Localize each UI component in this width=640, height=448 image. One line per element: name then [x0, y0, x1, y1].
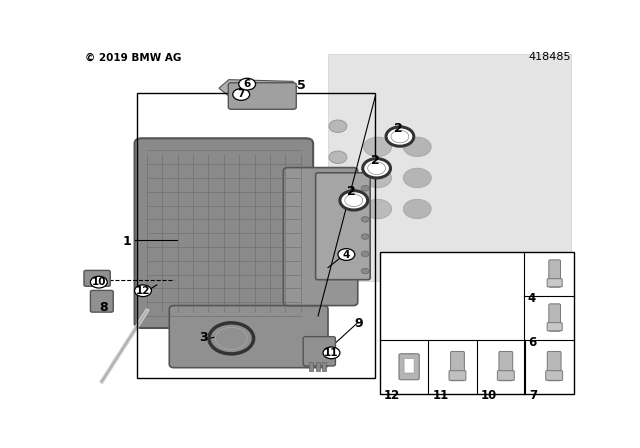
- Bar: [316, 362, 319, 371]
- Text: 12: 12: [384, 389, 400, 402]
- FancyBboxPatch shape: [546, 370, 563, 380]
- Circle shape: [364, 137, 392, 156]
- Text: 4: 4: [528, 292, 536, 305]
- Text: 6: 6: [244, 79, 251, 89]
- FancyBboxPatch shape: [303, 336, 335, 366]
- Polygon shape: [328, 54, 571, 281]
- FancyBboxPatch shape: [549, 304, 561, 331]
- FancyBboxPatch shape: [399, 354, 419, 380]
- Circle shape: [329, 213, 347, 225]
- Text: 1: 1: [123, 235, 131, 248]
- FancyBboxPatch shape: [90, 290, 113, 312]
- Circle shape: [361, 216, 369, 222]
- Circle shape: [403, 199, 431, 219]
- Text: 2: 2: [394, 122, 403, 135]
- Polygon shape: [219, 80, 293, 104]
- FancyBboxPatch shape: [284, 168, 358, 306]
- Text: 418485: 418485: [529, 52, 571, 62]
- Circle shape: [340, 191, 368, 210]
- Circle shape: [329, 120, 347, 133]
- FancyBboxPatch shape: [499, 351, 513, 381]
- FancyBboxPatch shape: [228, 83, 296, 109]
- Text: 3: 3: [198, 331, 207, 344]
- Circle shape: [323, 347, 340, 359]
- Bar: [322, 362, 326, 371]
- Circle shape: [364, 168, 392, 188]
- FancyBboxPatch shape: [451, 351, 465, 381]
- Text: 8: 8: [99, 302, 108, 314]
- FancyBboxPatch shape: [316, 173, 370, 280]
- Text: 2: 2: [371, 154, 380, 167]
- FancyBboxPatch shape: [404, 358, 414, 373]
- Text: 10: 10: [92, 277, 106, 287]
- Circle shape: [329, 182, 347, 194]
- FancyBboxPatch shape: [547, 323, 562, 331]
- Circle shape: [239, 78, 255, 90]
- Text: 12: 12: [136, 286, 150, 296]
- Circle shape: [361, 268, 369, 274]
- FancyBboxPatch shape: [84, 271, 110, 286]
- Circle shape: [364, 199, 392, 219]
- Circle shape: [361, 234, 369, 239]
- Text: 4: 4: [342, 250, 350, 259]
- Circle shape: [386, 127, 414, 146]
- Circle shape: [403, 137, 431, 156]
- Circle shape: [90, 276, 108, 288]
- FancyBboxPatch shape: [547, 351, 561, 381]
- Text: 9: 9: [355, 317, 363, 330]
- Circle shape: [361, 251, 369, 257]
- Text: 11: 11: [433, 389, 449, 402]
- Bar: [137, 94, 375, 378]
- Text: 7: 7: [529, 389, 537, 402]
- FancyBboxPatch shape: [547, 279, 562, 287]
- Circle shape: [361, 185, 369, 191]
- Text: 5: 5: [297, 79, 305, 92]
- FancyBboxPatch shape: [449, 370, 466, 380]
- Circle shape: [338, 249, 355, 260]
- Text: © 2019 BMW AG: © 2019 BMW AG: [85, 52, 181, 62]
- Text: 10: 10: [481, 389, 497, 402]
- Text: 11: 11: [324, 348, 339, 358]
- FancyBboxPatch shape: [134, 138, 313, 328]
- Circle shape: [403, 168, 431, 188]
- FancyBboxPatch shape: [169, 306, 328, 368]
- FancyBboxPatch shape: [497, 370, 515, 380]
- Circle shape: [134, 285, 152, 297]
- Circle shape: [329, 151, 347, 164]
- Bar: [309, 362, 313, 371]
- Bar: [380, 252, 573, 393]
- Circle shape: [363, 159, 390, 178]
- Text: 6: 6: [528, 336, 536, 349]
- Circle shape: [361, 199, 369, 205]
- FancyBboxPatch shape: [549, 260, 561, 287]
- Text: 7: 7: [237, 90, 245, 99]
- Text: 2: 2: [348, 185, 356, 198]
- Circle shape: [233, 89, 250, 100]
